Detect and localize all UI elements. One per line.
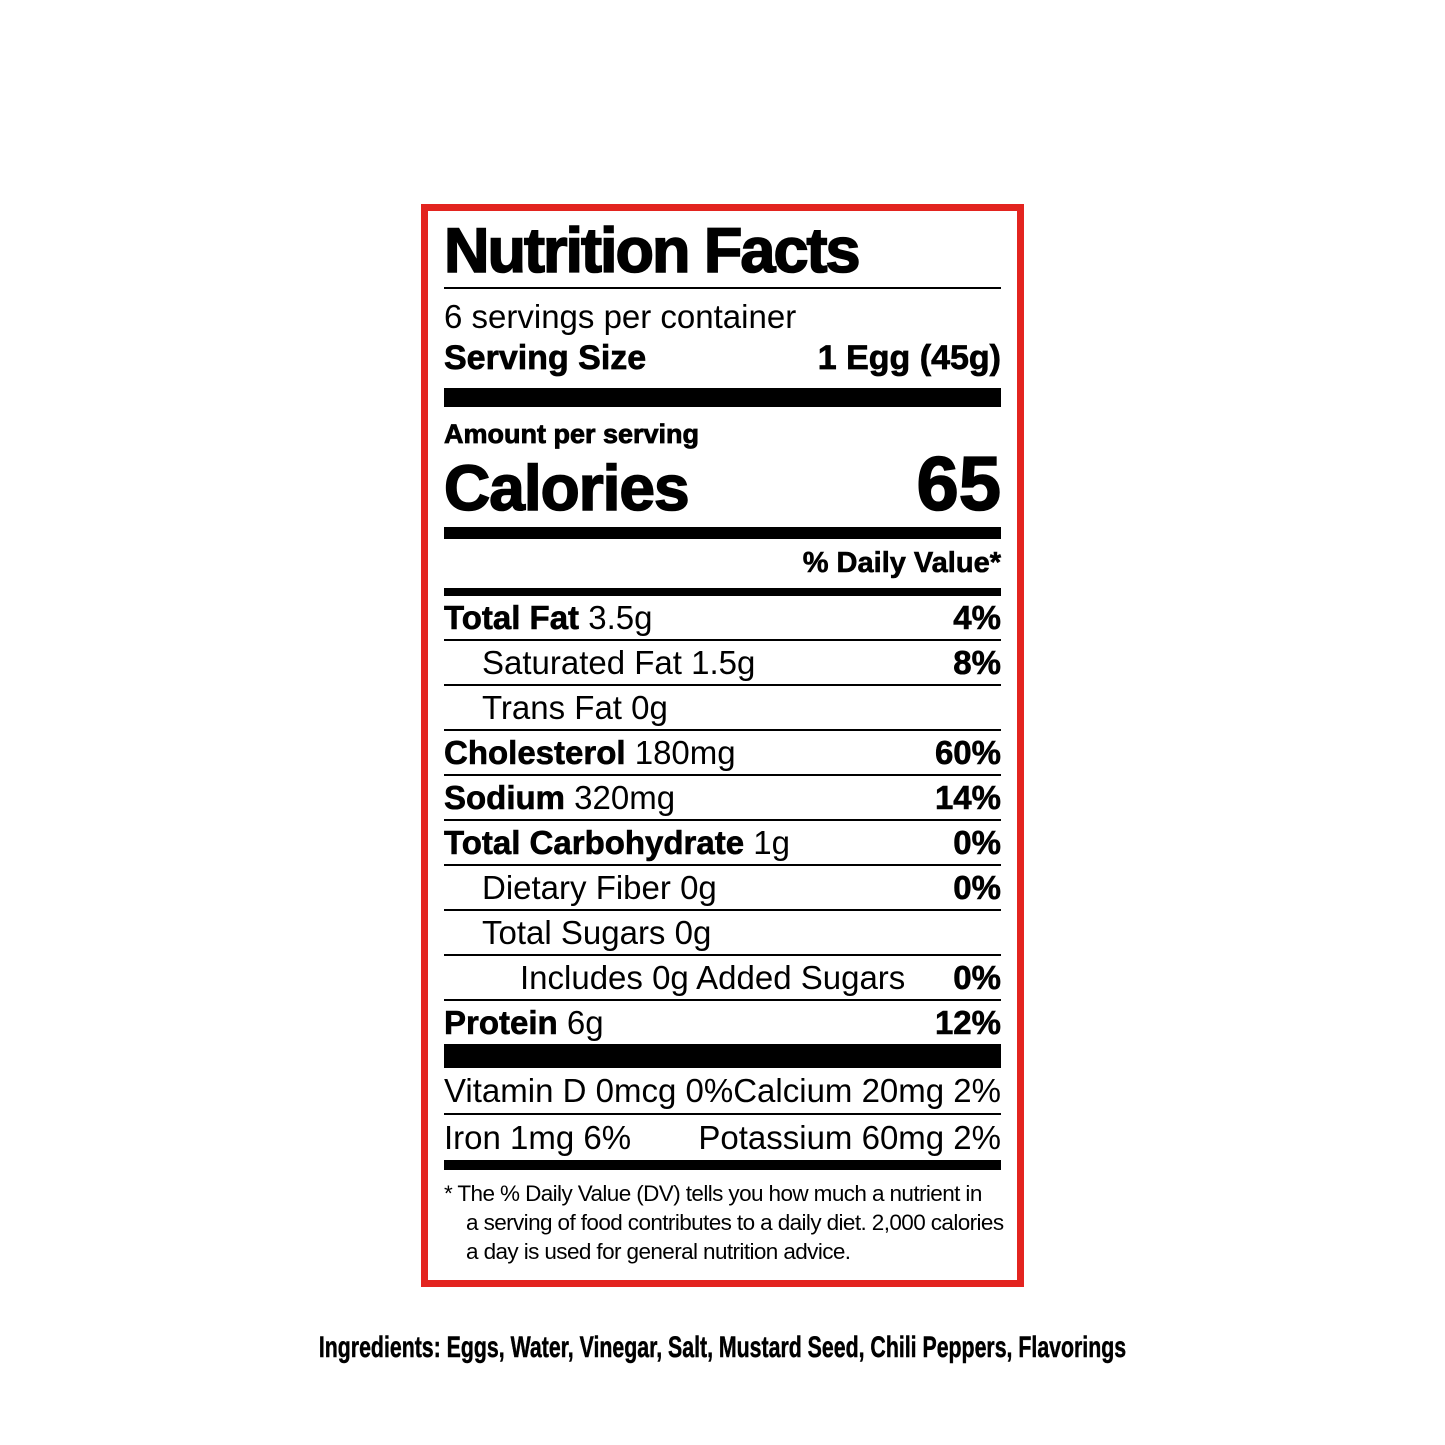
- nutrient-row-added-sugars: Includes 0g Added Sugars 0%: [444, 956, 1001, 1001]
- serving-size-value: 1 Egg (45g): [817, 338, 1001, 378]
- micronutrient-row-2: Iron 1mg 6% Potassium 60mg 2%: [444, 1112, 1001, 1160]
- nutrient-name: Total Carbohydrate: [444, 823, 745, 861]
- ingredients-text: Ingredients: Eggs, Water, Vinegar, Salt,…: [318, 1331, 1127, 1365]
- nutrient-name: Sodium: [444, 778, 566, 816]
- nutrient-name: Total Sugars: [482, 913, 666, 951]
- calories-label: Calories: [443, 451, 690, 524]
- serving-size-label: Serving Size: [444, 338, 647, 378]
- nutrient-amount: 0g: [631, 688, 668, 726]
- calories-row: Calories 65: [443, 442, 1002, 528]
- nutrient-dv: 14%: [934, 778, 1002, 816]
- nutrient-dv: 12%: [934, 1003, 1002, 1041]
- nutrient-dv: 60%: [934, 733, 1002, 771]
- nutrient-row-dietary-fiber: Dietary Fiber 0g 0%: [444, 866, 1001, 911]
- nutrient-dv: 0%: [953, 868, 1001, 906]
- footnote-line: * The % Daily Value (DV) tells you how m…: [444, 1180, 982, 1206]
- nutrient-name: Protein: [444, 1003, 558, 1041]
- divider-above-footnote: [444, 1159, 1001, 1170]
- micronutrient-row-1: Vitamin D 0mcg 0% Calcium 20mg 2%: [444, 1068, 1001, 1113]
- nutrient-name: Saturated Fat: [482, 643, 682, 681]
- nutrient-name: Cholesterol: [444, 733, 626, 771]
- footnote-line: a serving of food contributes to a daily…: [466, 1209, 1004, 1235]
- nutrient-amount: 180mg: [634, 733, 736, 771]
- nutrient-row-total-carbohydrate: Total Carbohydrate 1g 0%: [444, 821, 1001, 866]
- nutrient-dv: 4%: [953, 598, 1001, 636]
- thick-divider-top: [444, 388, 1001, 408]
- nutrient-amount: 0g: [680, 868, 717, 906]
- micronutrient-left: Vitamin D 0mcg 0%: [444, 1071, 734, 1109]
- nutrient-row-saturated-fat: Saturated Fat 1.5g 8%: [444, 641, 1001, 686]
- nutrient-row-total-sugars: Total Sugars 0g: [444, 911, 1001, 956]
- title-divider: [444, 287, 1001, 290]
- calories-value: 65: [916, 442, 1002, 528]
- micronutrient-left: Iron 1mg 6%: [444, 1118, 632, 1156]
- nutrient-row-sodium: Sodium 320mg 14%: [444, 776, 1001, 821]
- label-title: Nutrition Facts: [443, 216, 861, 286]
- servings-per-container: 6 servings per container: [444, 298, 797, 336]
- nutrient-name: Total Fat: [444, 598, 580, 636]
- daily-value-header: % Daily Value*: [802, 546, 1001, 580]
- nutrient-amount: 6g: [566, 1003, 604, 1041]
- nutrient-row-trans-fat: Trans Fat 0g: [444, 686, 1001, 731]
- nutrient-name: Includes 0g Added Sugars: [520, 958, 906, 996]
- nutrition-facts-label: Nutrition Facts 6 servings per container…: [421, 204, 1024, 1288]
- nutrient-row-protein: Protein 6g 12%: [444, 1001, 1002, 1044]
- serving-size-row: Serving Size 1 Egg (45g): [444, 338, 1002, 378]
- nutrient-amount: 0g: [674, 913, 712, 951]
- nutrient-amount: 1.5g: [691, 643, 756, 681]
- daily-value-footnote: * The % Daily Value (DV) tells you how m…: [444, 1180, 1004, 1266]
- nutrient-name: Dietary Fiber: [482, 868, 671, 906]
- nutrient-dv: 0%: [953, 823, 1001, 861]
- micronutrient-right: Potassium 60mg 2%: [698, 1118, 1001, 1156]
- nutrient-amount: 320mg: [574, 778, 676, 816]
- divider-below-dv-header: [444, 587, 1001, 596]
- ingredients-line: Ingredients: Eggs, Water, Vinegar, Salt,…: [0, 1331, 1445, 1365]
- thick-divider-bottom: [444, 1043, 1001, 1068]
- amount-per-serving-label: Amount per serving: [444, 419, 700, 450]
- nutrient-dv: 8%: [953, 643, 1001, 681]
- nutrient-amount: 3.5g: [588, 598, 653, 636]
- footnote-line: a day is used for general nutrition advi…: [466, 1238, 851, 1264]
- nutrient-row-total-fat: Total Fat 3.5g 4%: [444, 596, 1001, 641]
- nutrient-row-cholesterol: Cholesterol 180mg 60%: [444, 731, 1001, 776]
- nutrient-dv: 0%: [953, 958, 1001, 996]
- nutrient-amount: 1g: [753, 823, 790, 861]
- nutrient-name: Trans Fat: [482, 688, 622, 726]
- micronutrient-right: Calcium 20mg 2%: [733, 1071, 1001, 1109]
- divider-above-dv-header: [444, 526, 1001, 539]
